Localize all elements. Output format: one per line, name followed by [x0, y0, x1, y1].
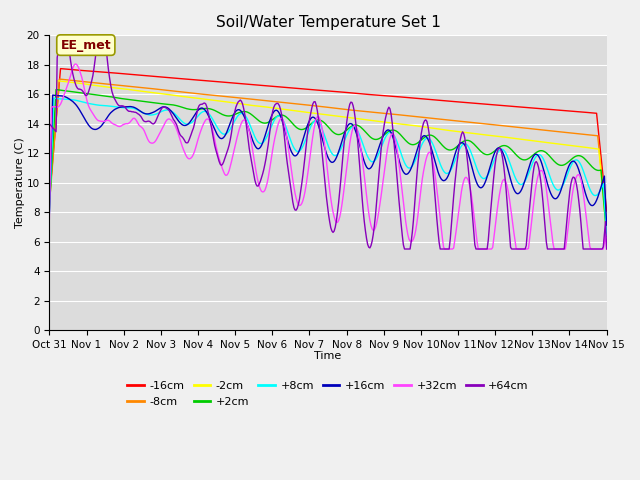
+32cm — [45, 216, 53, 222]
-8cm — [603, 219, 611, 225]
+2cm — [591, 166, 598, 172]
+8cm — [311, 118, 319, 123]
+2cm — [348, 123, 356, 129]
+2cm — [52, 86, 60, 92]
Y-axis label: Temperature (C): Temperature (C) — [15, 137, 25, 228]
X-axis label: Time: Time — [314, 351, 342, 361]
Text: EE_met: EE_met — [61, 38, 111, 51]
Title: Soil/Water Temperature Set 1: Soil/Water Temperature Set 1 — [216, 15, 440, 30]
+8cm — [50, 96, 58, 101]
+64cm — [603, 246, 611, 252]
+32cm — [378, 185, 386, 191]
+8cm — [45, 211, 53, 217]
-2cm — [378, 119, 386, 125]
Line: +32cm: +32cm — [49, 64, 607, 249]
+32cm — [603, 246, 611, 252]
-16cm — [311, 87, 319, 93]
-16cm — [45, 196, 53, 202]
+8cm — [315, 119, 323, 125]
-8cm — [45, 202, 53, 207]
Line: -16cm: -16cm — [49, 69, 607, 211]
+16cm — [504, 164, 511, 169]
+2cm — [45, 206, 53, 212]
+64cm — [311, 99, 319, 105]
-2cm — [315, 111, 323, 117]
-2cm — [348, 115, 356, 121]
-2cm — [311, 110, 319, 116]
-2cm — [591, 145, 598, 151]
+2cm — [504, 144, 511, 149]
-8cm — [378, 110, 386, 116]
+16cm — [348, 121, 356, 127]
+32cm — [504, 190, 512, 195]
-2cm — [53, 78, 61, 84]
-8cm — [504, 123, 511, 129]
-8cm — [348, 108, 356, 113]
Line: +8cm: +8cm — [49, 98, 607, 236]
+2cm — [315, 117, 323, 123]
+8cm — [348, 124, 356, 130]
Line: +16cm: +16cm — [49, 95, 607, 225]
-8cm — [56, 76, 63, 82]
-2cm — [603, 231, 611, 237]
-2cm — [45, 194, 53, 200]
+16cm — [311, 116, 319, 121]
+16cm — [49, 92, 56, 98]
-16cm — [348, 90, 356, 96]
+8cm — [603, 233, 611, 239]
+8cm — [591, 192, 598, 198]
-16cm — [378, 93, 386, 98]
-16cm — [504, 103, 511, 109]
+8cm — [378, 142, 386, 148]
+64cm — [348, 100, 356, 106]
Line: +2cm: +2cm — [49, 89, 607, 236]
Line: +64cm: +64cm — [49, 36, 607, 249]
+32cm — [311, 120, 319, 126]
+32cm — [441, 246, 449, 252]
Legend: -16cm, -8cm, -2cm, +2cm, +8cm, +16cm, +32cm, +64cm: -16cm, -8cm, -2cm, +2cm, +8cm, +16cm, +3… — [123, 377, 533, 411]
+64cm — [315, 116, 323, 122]
+64cm — [591, 246, 599, 252]
+64cm — [504, 217, 512, 223]
+16cm — [315, 123, 323, 129]
+32cm — [71, 61, 79, 67]
+16cm — [603, 222, 611, 228]
-16cm — [603, 208, 611, 214]
+8cm — [504, 153, 511, 159]
-8cm — [591, 132, 598, 138]
+16cm — [591, 201, 598, 207]
+32cm — [348, 129, 356, 134]
+64cm — [401, 246, 408, 252]
-16cm — [591, 110, 598, 116]
Line: -2cm: -2cm — [49, 81, 607, 234]
+64cm — [45, 121, 53, 127]
+16cm — [45, 210, 53, 216]
-16cm — [315, 87, 323, 93]
+2cm — [603, 233, 611, 239]
+2cm — [378, 134, 386, 140]
-16cm — [57, 66, 65, 72]
+32cm — [591, 246, 599, 252]
+16cm — [378, 136, 386, 142]
-2cm — [504, 134, 511, 140]
+2cm — [311, 118, 319, 124]
Line: -8cm: -8cm — [49, 79, 607, 222]
+64cm — [378, 137, 386, 143]
-8cm — [315, 103, 323, 109]
+32cm — [315, 114, 323, 120]
+64cm — [57, 33, 65, 38]
-8cm — [311, 103, 319, 109]
